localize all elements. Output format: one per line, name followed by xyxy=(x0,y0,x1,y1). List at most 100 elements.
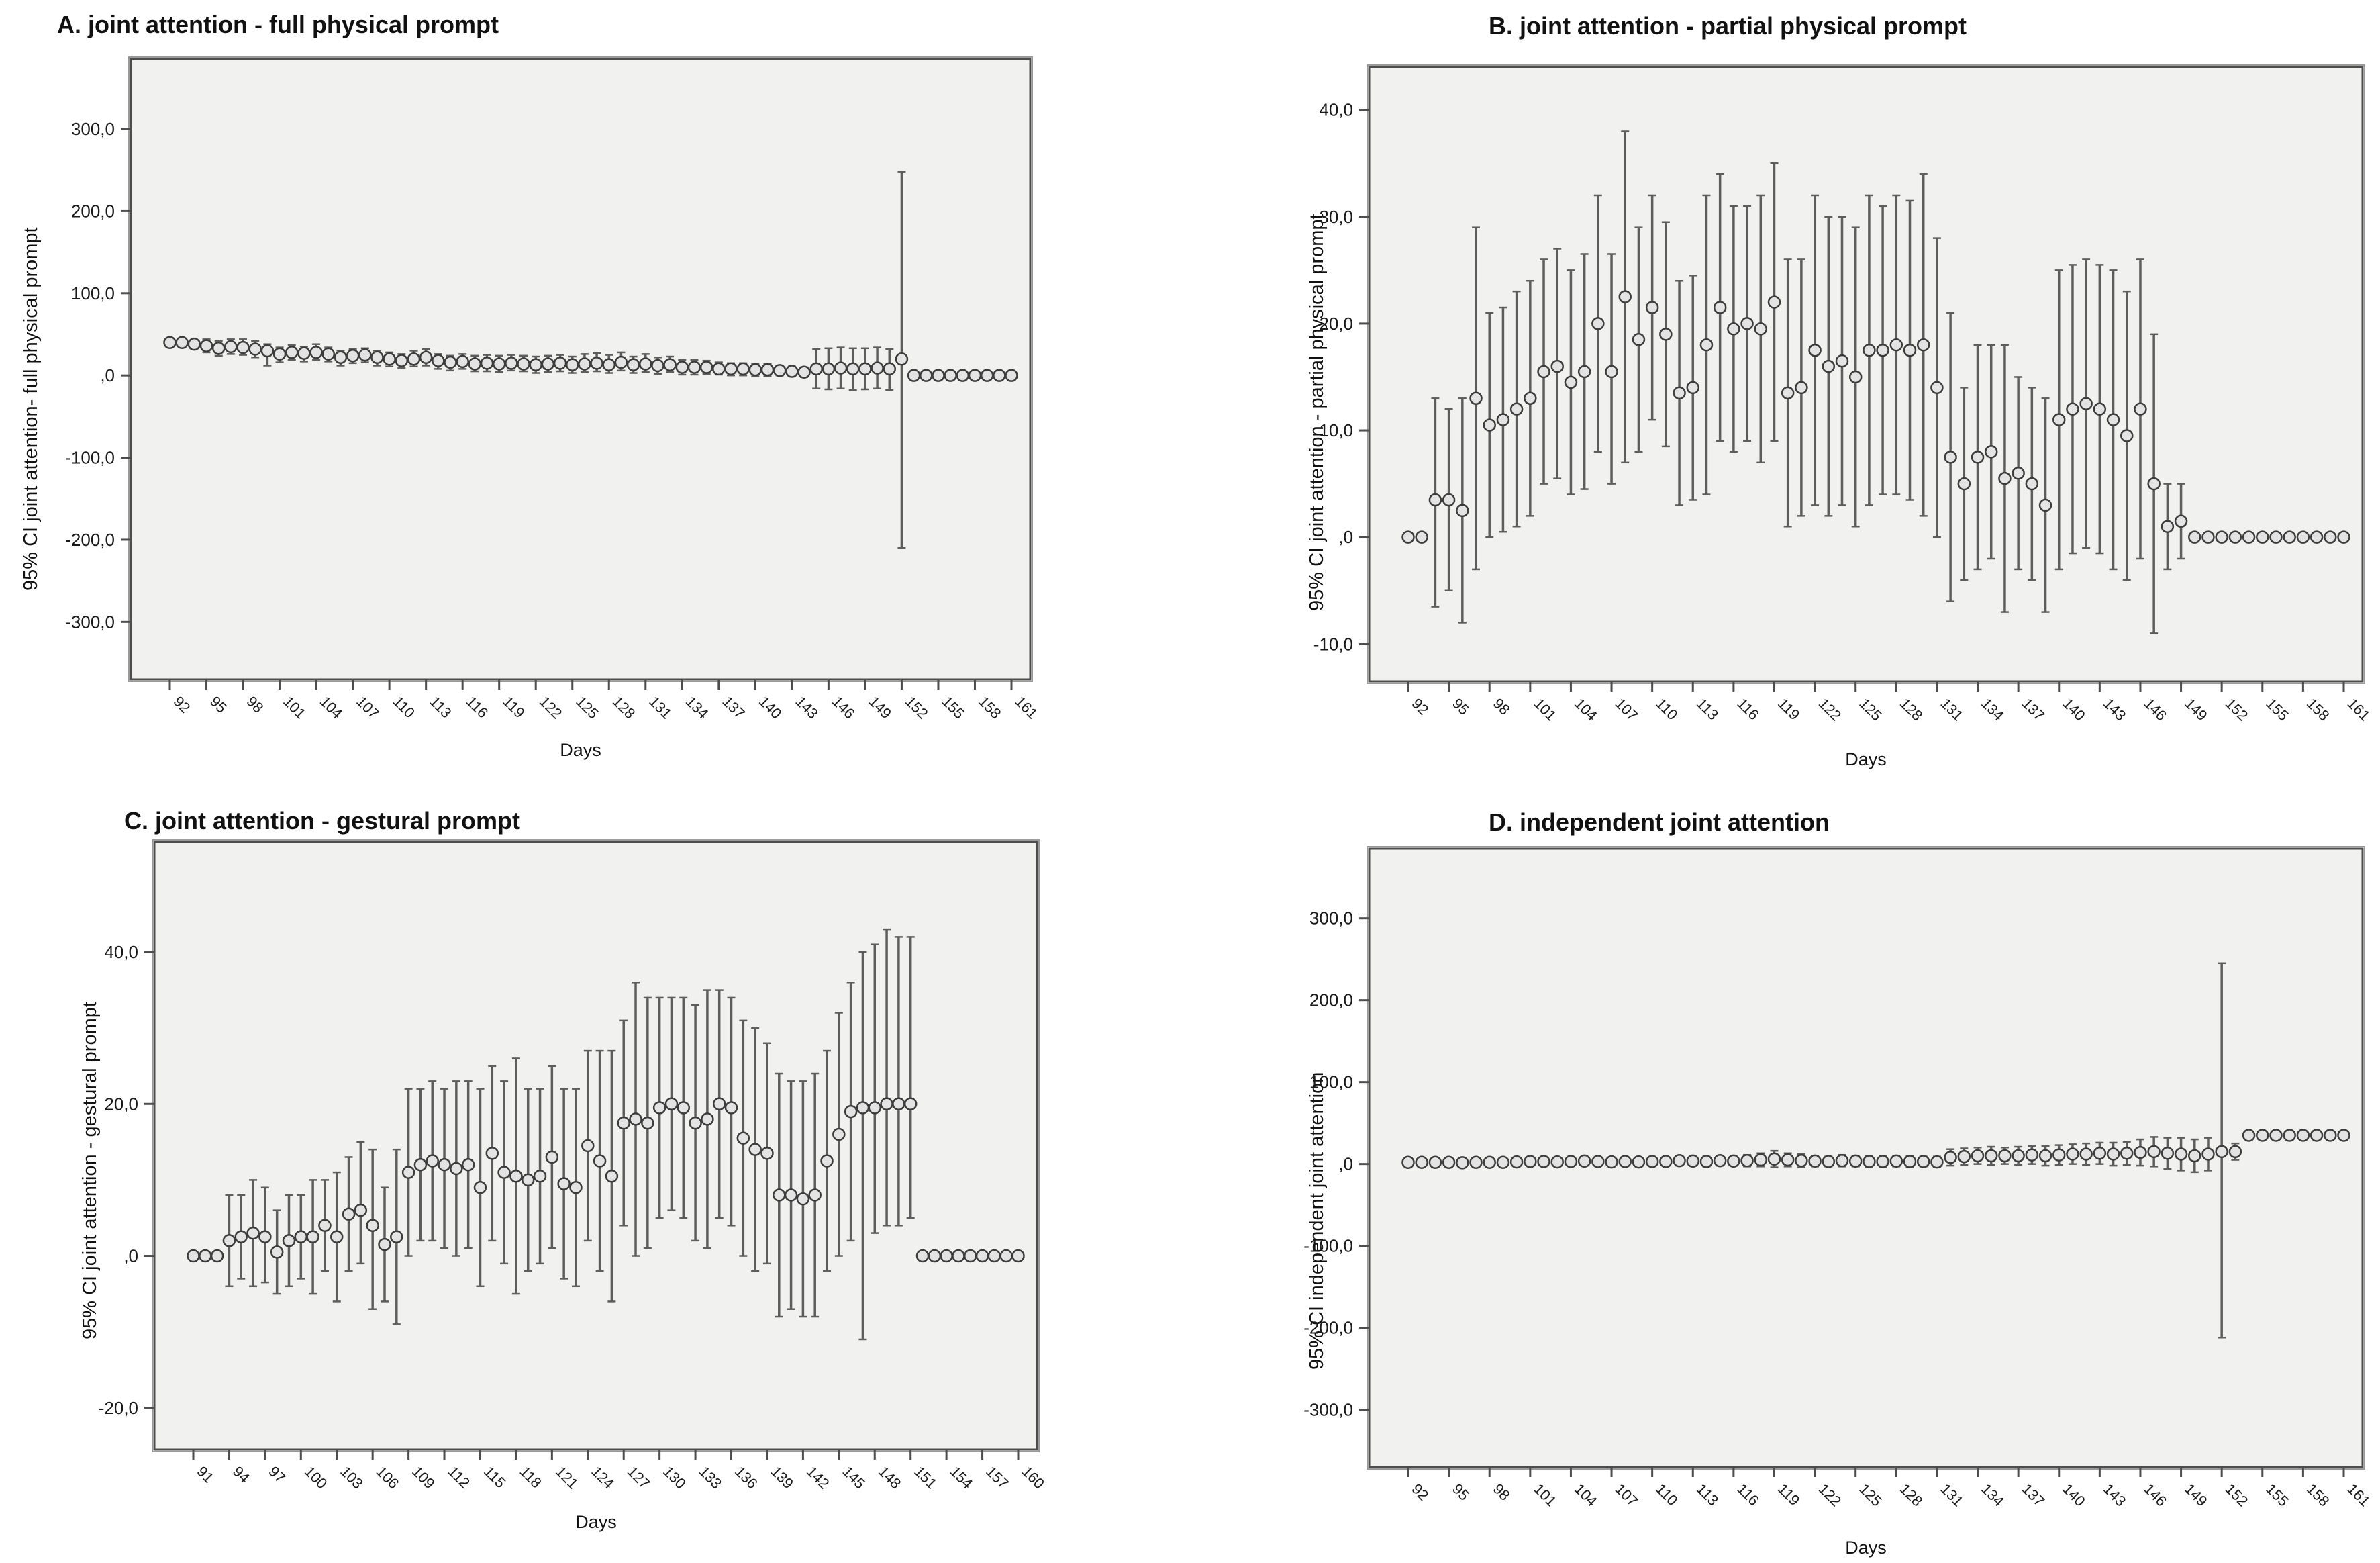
x-tick-label: 116 xyxy=(1734,1480,1762,1509)
mean-marker xyxy=(1469,391,1483,406)
x-tick-label: 104 xyxy=(1571,1480,1601,1510)
mean-marker xyxy=(1483,1155,1496,1169)
x-tick-label: 134 xyxy=(1978,1480,2007,1510)
mean-marker xyxy=(2337,530,2350,544)
mean-marker xyxy=(2296,530,2310,544)
mean-marker xyxy=(163,336,177,349)
panel-c-errorbar-chart: 40,020,0,0-20,091 94 97 100 103 106 109 112 115 1… xyxy=(99,839,1048,1493)
mean-marker xyxy=(892,1097,905,1111)
mean-marker xyxy=(1645,301,1659,314)
y-tick-label: 20,0 xyxy=(1319,314,1353,334)
mean-marker xyxy=(1618,290,1632,303)
mean-marker xyxy=(1957,477,1971,491)
mean-marker xyxy=(1699,338,1714,352)
mean-marker xyxy=(2025,477,2039,491)
panel-c-title: C. joint attention - gestural prompt xyxy=(124,807,520,835)
x-tick-label: 107 xyxy=(353,693,383,722)
y-tick-label: 300,0 xyxy=(71,119,115,139)
mean-marker xyxy=(736,1131,750,1145)
panel-d-errorbar-chart: 300,0 200,0 100,0 ,0 -100,0 -200,0 -300,0 92 95 9… xyxy=(1303,846,2373,1510)
mean-marker xyxy=(565,358,579,372)
mean-marker xyxy=(1442,493,1456,507)
mean-marker xyxy=(832,1127,846,1141)
mean-marker xyxy=(407,352,421,366)
mean-marker xyxy=(297,346,311,360)
mean-marker xyxy=(868,1101,882,1115)
x-tick-label: 143 xyxy=(2100,1480,2130,1510)
x-tick-label: 125 xyxy=(1856,695,1885,724)
mean-marker xyxy=(940,1249,953,1263)
mean-marker xyxy=(614,355,628,369)
x-tick-label: 119 xyxy=(1775,695,1803,723)
mean-marker xyxy=(1428,1155,1442,1169)
mean-marker xyxy=(1984,445,1998,459)
mean-marker xyxy=(2120,429,2134,442)
x-tick-label: 146 xyxy=(2140,695,2170,724)
mean-marker xyxy=(1442,1155,1456,1169)
plot-frame-shadow xyxy=(1367,846,2365,1470)
mean-marker xyxy=(2215,530,2228,544)
mean-marker xyxy=(461,1158,475,1172)
mean-marker xyxy=(2310,1129,2324,1142)
mean-marker xyxy=(1727,1154,1740,1168)
mean-marker xyxy=(1632,1155,1646,1169)
x-tick-label: 112 xyxy=(445,1463,473,1491)
mean-marker xyxy=(2242,530,2256,544)
mean-marker xyxy=(395,354,409,367)
y-tick-label: ,0 xyxy=(123,1246,138,1266)
mean-marker xyxy=(2296,1129,2310,1142)
mean-marker xyxy=(1469,1155,1483,1169)
x-tick-label: 142 xyxy=(803,1463,833,1493)
x-tick-label: 131 xyxy=(1937,695,1967,724)
mean-marker xyxy=(1577,1154,1591,1168)
x-tick-label: 139 xyxy=(767,1463,797,1493)
y-tick-label: -300,0 xyxy=(65,612,115,632)
panel-a-errorbar-chart: 300,0 200,0 100,0 ,0 -100,0 -200,0 -300,0 92 95 9… xyxy=(65,56,1041,722)
mean-marker xyxy=(2188,1149,2201,1163)
x-tick-label: 116 xyxy=(463,693,491,721)
mean-marker xyxy=(581,1139,595,1153)
x-tick-label: 155 xyxy=(2263,1480,2292,1510)
mean-marker xyxy=(880,1097,893,1111)
mean-marker xyxy=(282,1234,296,1247)
mean-marker xyxy=(2106,1147,2120,1161)
x-tick-label: 101 xyxy=(280,693,309,722)
mean-marker xyxy=(1957,1149,1971,1164)
mean-marker xyxy=(480,357,494,370)
y-tick-label: 300,0 xyxy=(1309,908,1353,929)
mean-marker xyxy=(330,1230,344,1243)
mean-marker xyxy=(1795,381,1808,395)
mean-marker xyxy=(1835,1154,1849,1168)
mean-marker xyxy=(903,1097,918,1111)
mean-marker xyxy=(211,342,226,355)
mean-marker xyxy=(1998,1149,2012,1163)
mean-marker xyxy=(2242,1129,2256,1142)
mean-marker xyxy=(2283,530,2296,544)
mean-marker xyxy=(2079,1147,2093,1161)
mean-marker xyxy=(2215,1145,2228,1159)
mean-marker xyxy=(844,1104,858,1119)
mean-marker xyxy=(456,354,469,369)
mean-marker xyxy=(639,357,652,371)
mean-marker xyxy=(968,369,982,382)
panel-a-x-axis-label: Days xyxy=(560,740,601,760)
mean-marker xyxy=(1984,1149,1998,1163)
x-tick-label: 103 xyxy=(337,1463,366,1493)
x-tick-label: 110 xyxy=(390,693,418,721)
mean-marker xyxy=(450,1162,463,1176)
x-tick-label: 154 xyxy=(947,1463,977,1493)
x-tick-label: 118 xyxy=(516,1463,544,1491)
x-tick-label: 155 xyxy=(2263,695,2292,724)
mean-marker xyxy=(895,352,909,366)
mean-marker xyxy=(1889,1154,1903,1168)
x-tick-label: 155 xyxy=(938,693,968,722)
mean-marker xyxy=(378,1237,391,1251)
x-tick-label: 113 xyxy=(426,693,454,721)
x-tick-label: 97 xyxy=(265,1463,289,1486)
x-tick-label: 104 xyxy=(317,693,346,722)
mean-marker xyxy=(626,358,640,372)
mean-marker xyxy=(2012,1149,2025,1163)
x-tick-label: 152 xyxy=(902,693,932,722)
mean-marker xyxy=(593,1154,607,1168)
